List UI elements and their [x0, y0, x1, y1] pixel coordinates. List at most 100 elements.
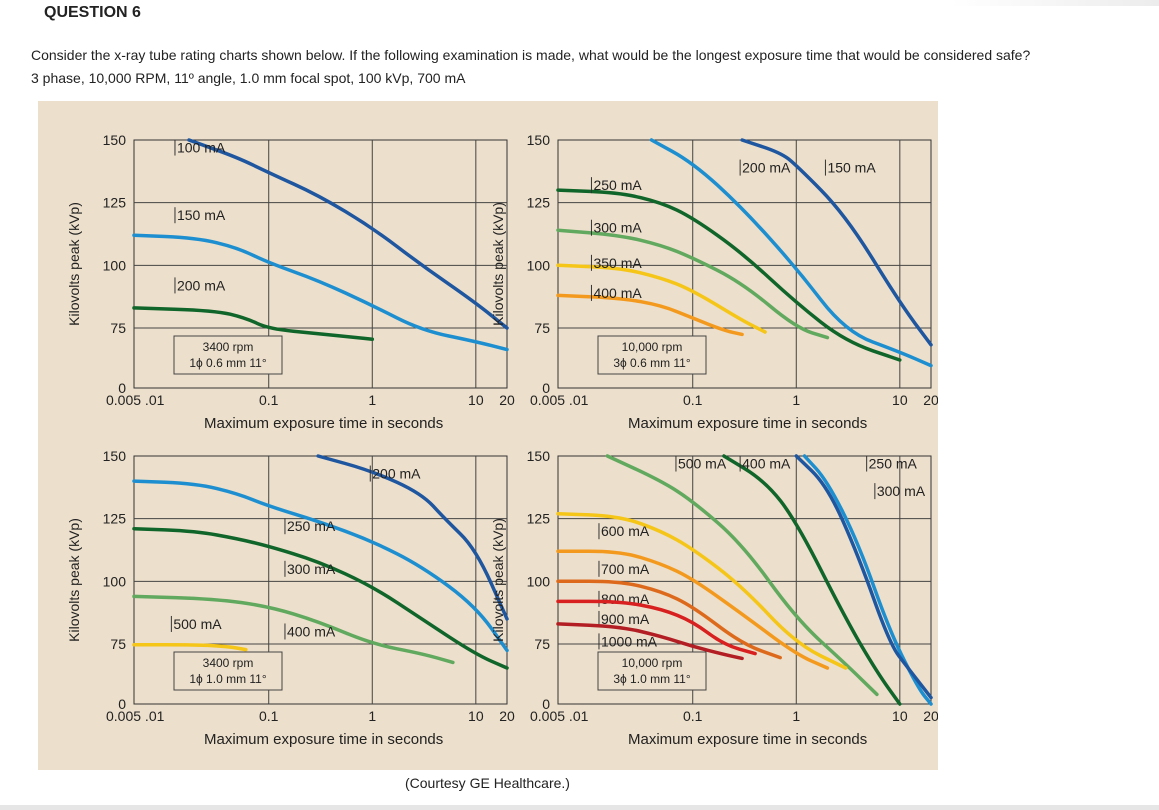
y-tick-label: 125	[103, 511, 127, 527]
spec-box-rpm: 10,000 rpm	[622, 340, 683, 354]
x-axis-label: Maximum exposure time in seconds	[204, 415, 443, 432]
x-axis-label: Maximum exposure time in seconds	[628, 731, 867, 748]
series-label: 500 mA	[173, 616, 222, 632]
series-line	[556, 263, 767, 334]
series-label: 350 mA	[593, 255, 642, 271]
series-line	[132, 233, 509, 352]
x-tick-label: 10	[892, 708, 908, 724]
spec-box-focal: 3ϕ 1.0 mm 11°	[613, 672, 691, 686]
series-label: 200 mA	[372, 466, 421, 482]
series-label: 600 mA	[601, 523, 650, 539]
x-tick-label: 0.005 .01	[530, 708, 589, 724]
series-label: 250 mA	[869, 456, 918, 472]
spec-box-rpm: 3400 rpm	[203, 656, 254, 670]
y-axis-label: Kilovolts peak (kVp)	[490, 518, 506, 642]
x-tick-label: 0.1	[259, 708, 279, 724]
spec-box	[597, 651, 707, 691]
x-tick-label: 1	[368, 392, 376, 408]
y-tick-label: 100	[103, 257, 127, 273]
y-tick-label: 0	[118, 696, 126, 712]
y-tick-label: 100	[103, 573, 127, 589]
series-line	[556, 599, 757, 656]
y-tick-label: 75	[534, 320, 550, 336]
series-line	[605, 454, 879, 697]
spec-box	[173, 335, 283, 375]
x-tick-label: 20	[499, 392, 515, 408]
spec-box-focal: 1ϕ 1.0 mm 11°	[189, 672, 267, 686]
figure-credit: (Courtesy GE Healthcare.)	[405, 775, 570, 791]
x-tick-label: 1	[792, 392, 800, 408]
page-bottom-divider	[0, 805, 1159, 810]
y-tick-label: 100	[527, 257, 551, 273]
plot-frame	[133, 139, 508, 389]
series-label: 300 mA	[287, 561, 336, 577]
y-tick-label: 75	[534, 636, 550, 652]
spec-box	[597, 335, 707, 375]
y-tick-label: 125	[527, 511, 551, 527]
y-tick-label: 75	[110, 320, 126, 336]
rating-charts-figure: 0 75 100 125 150 0.005 .01 0.1 1 10 20 Maximum exp…	[38, 101, 938, 770]
series-label: 200 mA	[177, 277, 226, 293]
y-tick-label: 0	[118, 380, 126, 396]
x-axis-label: Maximum exposure time in seconds	[628, 415, 867, 432]
x-tick-label: 10	[892, 392, 908, 408]
series-line	[132, 594, 455, 665]
series-label: 250 mA	[593, 177, 642, 193]
x-tick-label: 0.005 .01	[106, 708, 165, 724]
series-line	[132, 526, 509, 670]
y-tick-label: 150	[103, 448, 127, 464]
y-tick-label: 100	[527, 573, 551, 589]
series-label: 100 mA	[177, 140, 226, 156]
x-tick-label: 0.1	[259, 392, 279, 408]
question-text: Consider the x-ray tube rating charts sh…	[31, 47, 1031, 63]
series-label: 900 mA	[601, 611, 650, 627]
x-tick-label: 0.005 .01	[530, 392, 589, 408]
rating-chart-3: 0 75 100 125 150 0.005 .01 0.1 1 10 20 Maximum exp…	[66, 448, 515, 748]
page-edge-shade	[950, 0, 1159, 6]
y-axis-label: Kilovolts peak (kVp)	[66, 518, 82, 642]
series-line	[740, 138, 933, 347]
spec-box-rpm: 3400 rpm	[203, 340, 254, 354]
series-line	[132, 643, 248, 652]
y-tick-label: 150	[103, 132, 127, 148]
series-line	[132, 479, 509, 653]
series-line	[132, 306, 375, 341]
series-label: 400 mA	[593, 285, 642, 301]
series-label: 150 mA	[177, 207, 226, 223]
question-heading: QUESTION 6	[44, 4, 141, 21]
y-tick-label: 0	[542, 696, 550, 712]
rating-chart-2: 0 75 100 125 150 0.005 .01 0.1 1 10 20 Maximum exp…	[490, 132, 938, 432]
series-line	[556, 622, 744, 661]
series-line	[556, 228, 830, 340]
series-label: 150 mA	[827, 160, 876, 176]
spec-box-focal: 1ϕ 0.6 mm 11°	[189, 356, 267, 370]
series-label: 400 mA	[287, 623, 336, 639]
series-line	[649, 138, 933, 368]
x-tick-label: 10	[468, 392, 484, 408]
series-line	[794, 454, 933, 700]
x-tick-label: 1	[792, 708, 800, 724]
spec-box	[173, 651, 283, 691]
series-label: 400 mA	[742, 456, 791, 472]
x-tick-label: 0.1	[683, 708, 703, 724]
spec-box-rpm: 10,000 rpm	[622, 656, 683, 670]
x-tick-label: 0.1	[683, 392, 703, 408]
x-axis-label: Maximum exposure time in seconds	[204, 731, 443, 748]
x-tick-label: 10	[468, 708, 484, 724]
series-line	[316, 454, 509, 621]
series-label: 700 mA	[601, 561, 650, 577]
series-line	[556, 188, 902, 362]
x-tick-label: 20	[923, 392, 938, 408]
y-tick-label: 0	[542, 380, 550, 396]
exam-parameters: 3 phase, 10,000 RPM, 11º angle, 1.0 mm f…	[31, 70, 466, 86]
series-label: 250 mA	[287, 518, 336, 534]
series-label: 1000 mA	[601, 633, 658, 649]
series-line	[556, 511, 848, 670]
series-label: 200 mA	[742, 160, 791, 176]
y-tick-label: 125	[527, 195, 551, 211]
series-line	[722, 454, 902, 706]
y-tick-label: 125	[103, 195, 127, 211]
series-line	[556, 579, 782, 660]
y-tick-label: 150	[527, 132, 551, 148]
